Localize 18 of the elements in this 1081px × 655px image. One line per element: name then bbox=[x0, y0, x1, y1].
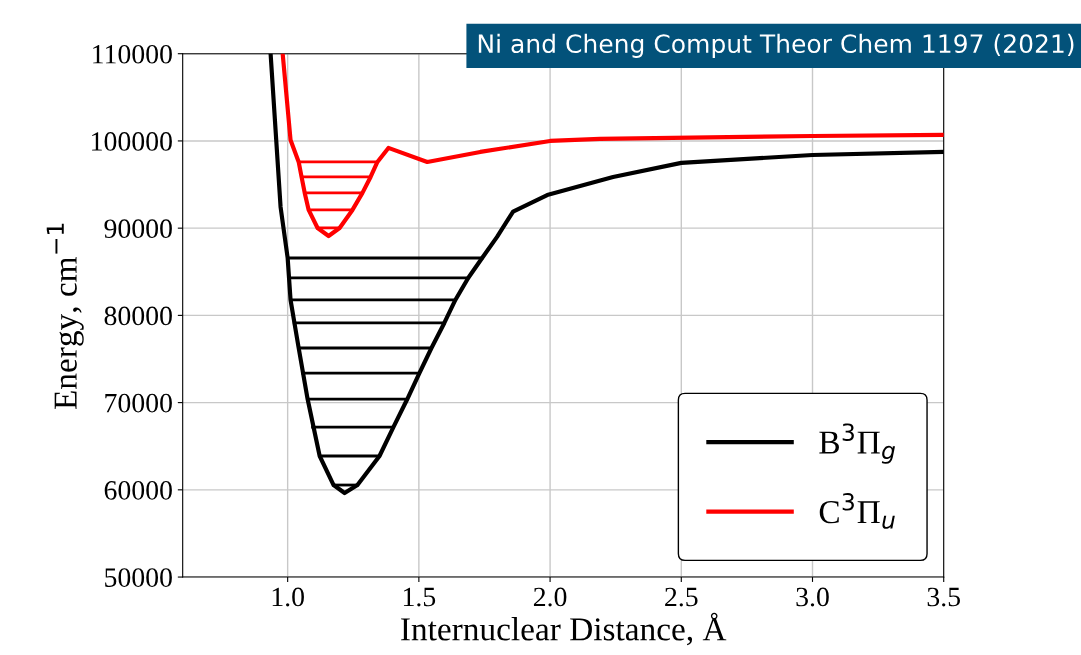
y-tick-label: 110000 bbox=[93, 44, 172, 64]
x-axis-title: Internuclear Distance, Å bbox=[401, 612, 727, 646]
x-tick-label: 2.0 bbox=[533, 587, 567, 607]
y-tick-label: 100000 bbox=[92, 132, 172, 151]
x-tick-label: 3.0 bbox=[796, 587, 829, 607]
y-tick-label: 80000 bbox=[104, 306, 172, 326]
y-axis-title: Energy, cm$^{−1}$ bbox=[46, 223, 84, 410]
x-tick-label: 2.5 bbox=[665, 587, 698, 607]
y-tick-label: 70000 bbox=[105, 393, 172, 413]
x-tick-label: 1.0 bbox=[272, 587, 304, 607]
y-tick-label: 60000 bbox=[104, 481, 172, 500]
x-tick-label: 3.5 bbox=[927, 587, 960, 607]
y-tick-label: 90000 bbox=[104, 219, 172, 239]
legend-label: C$^{3}$Π$_{u}$ bbox=[819, 492, 895, 529]
x-tick-label: 1.5 bbox=[403, 587, 436, 607]
y-tick-label: 50000 bbox=[105, 568, 172, 587]
legend-label: B$^{3}$Π$_{g}$ bbox=[819, 423, 895, 464]
annotation: Ni and Cheng Comput Theor Chem 1197 (2021) bbox=[478, 33, 1074, 58]
